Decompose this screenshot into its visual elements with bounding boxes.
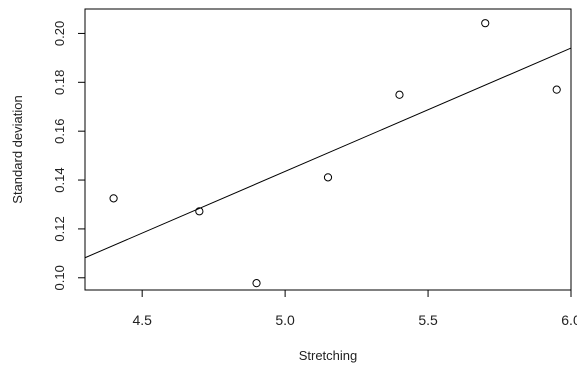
data-point: [252, 279, 261, 288]
y-axis-label: Standard deviation: [10, 95, 25, 203]
x-tick-label: 6.0: [561, 312, 577, 328]
x-tick-label: 5.5: [418, 312, 438, 328]
y-tick-label: 0.12: [52, 216, 67, 241]
y-tick-label: 0.16: [52, 119, 67, 144]
data-point: [481, 19, 490, 28]
data-point: [395, 90, 404, 99]
y-tick-label: 0.20: [52, 21, 67, 46]
plot-frame: [84, 8, 572, 291]
data-points: [109, 19, 561, 288]
data-point: [552, 85, 561, 94]
x-tick-label: 5.0: [275, 312, 295, 328]
y-axis: 0.10 0.12 0.14 0.16 0.18 0.20: [52, 21, 85, 290]
y-tick-label: 0.10: [52, 265, 67, 290]
regression-line: [84, 47, 572, 259]
y-tick-label: 0.14: [52, 167, 67, 192]
data-point: [323, 173, 333, 182]
x-axis: 4.5 5.0 5.5 6.0: [132, 290, 577, 328]
data-point: [195, 207, 204, 216]
x-axis-label: Stretching: [299, 348, 358, 363]
y-tick-label: 0.18: [52, 70, 67, 95]
data-point: [109, 194, 118, 203]
x-tick-label: 4.5: [132, 312, 152, 328]
